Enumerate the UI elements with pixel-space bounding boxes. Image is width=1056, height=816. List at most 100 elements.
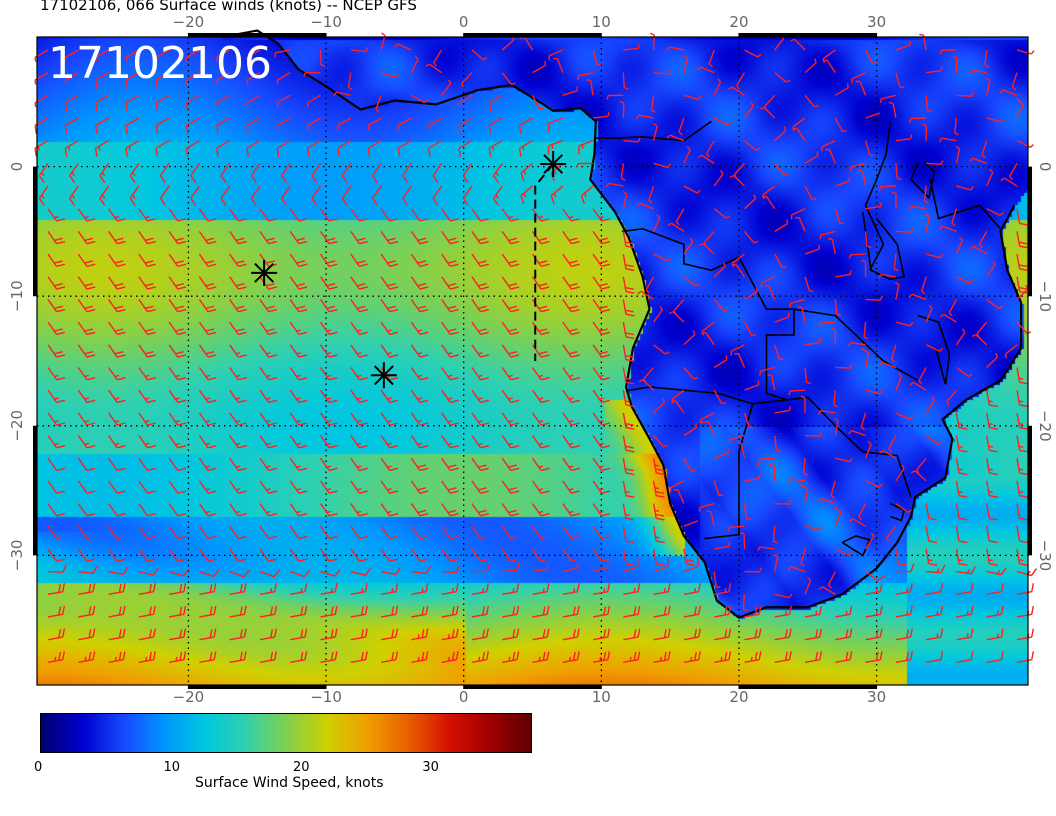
- wind-barb: [531, 389, 550, 404]
- wind-barb: [138, 344, 156, 358]
- lat-tick-label-left: 0: [8, 162, 26, 172]
- wind-barb: [865, 628, 883, 641]
- wind-barb: [895, 583, 913, 595]
- wind-barb: [350, 628, 368, 641]
- wind-barb: [986, 526, 998, 544]
- wind-barb: [199, 651, 217, 664]
- wind-barb: [592, 435, 611, 449]
- wind-barb: [259, 253, 278, 268]
- wind-barb: [586, 78, 594, 96]
- wind-barb: [1016, 503, 1029, 521]
- wind-barb: [986, 412, 998, 430]
- wind-barb: [47, 299, 66, 313]
- wind-barb: [246, 140, 261, 157]
- wind-barb: [198, 230, 217, 245]
- wind-speed-field: [37, 37, 1028, 685]
- wind-barb: [198, 548, 217, 562]
- wind-barb: [986, 628, 1004, 641]
- wind-barb: [229, 435, 247, 449]
- country-border: [864, 121, 892, 271]
- wind-barb: [410, 503, 429, 517]
- wind-barb: [986, 605, 1004, 618]
- wind-barb: [926, 605, 944, 618]
- wind-barb: [1016, 651, 1035, 664]
- wind-barb: [547, 117, 564, 132]
- wind-barb: [501, 321, 520, 336]
- wind-barb: [190, 162, 200, 184]
- wind-barb: [622, 231, 635, 249]
- wind-barb: [562, 651, 580, 664]
- wind-barb: [250, 185, 261, 206]
- wind-barb: [402, 162, 412, 184]
- wind-barb: [501, 435, 520, 449]
- wind-barb: [683, 548, 696, 566]
- wind-barb: [168, 389, 187, 404]
- wind-barb: [531, 503, 550, 517]
- wind-barb: [683, 185, 701, 194]
- wind-barb: [229, 344, 247, 358]
- lon-tick-label-bottom: −10: [310, 688, 342, 706]
- wind-barb: [622, 191, 628, 209]
- wind-barb: [865, 112, 880, 119]
- wind-barb: [895, 412, 913, 420]
- wind-barb: [107, 480, 126, 494]
- wind-barb: [744, 140, 761, 151]
- wind-barb: [289, 230, 308, 245]
- wind-barb: [955, 480, 968, 498]
- wind-barb: [652, 214, 661, 232]
- wind-barb: [410, 457, 429, 472]
- figure-title: 17102106, 066 Surface winds (knots) -- N…: [40, 0, 417, 14]
- wind-barb: [878, 273, 896, 279]
- wind-barb: [926, 583, 944, 595]
- wind-barb: [501, 503, 520, 517]
- wind-barb: [986, 651, 1004, 664]
- wind-barb: [828, 237, 836, 255]
- wind-barb: [78, 628, 96, 641]
- wind-barb: [69, 162, 79, 184]
- wind-barb: [502, 628, 520, 641]
- country-border: [890, 502, 906, 522]
- wind-barb: [637, 290, 654, 301]
- wind-barb: [64, 117, 79, 135]
- wind-barb: [895, 321, 914, 327]
- wind-barb: [138, 321, 156, 336]
- wind-barb: [531, 344, 550, 358]
- wind-barb: [350, 525, 368, 540]
- wind-barb: [955, 435, 968, 453]
- wind-barb: [289, 253, 308, 268]
- wind-barb: [714, 628, 732, 641]
- wind-barb: [562, 344, 580, 358]
- wind-barb: [259, 628, 278, 641]
- wind-barb: [107, 276, 126, 290]
- wind-barb: [986, 260, 996, 278]
- wind-barb: [47, 276, 66, 290]
- wind-barb: [47, 321, 66, 336]
- wind-barb: [380, 412, 399, 426]
- wind-barb: [77, 457, 96, 472]
- country-border: [917, 314, 951, 385]
- wind-barb: [562, 480, 580, 494]
- wind-barb: [276, 94, 291, 108]
- wind-barb: [790, 208, 806, 220]
- wind-barb: [471, 389, 489, 404]
- wind-barb: [281, 185, 291, 206]
- wind-barb: [744, 474, 761, 482]
- wind-barb: [562, 230, 580, 245]
- wind-barb: [592, 367, 611, 381]
- country-border: [841, 535, 871, 557]
- wind-barb: [259, 389, 278, 404]
- wind-barb: [375, 95, 382, 113]
- wind-barb: [168, 480, 187, 494]
- wind-barb: [744, 380, 760, 391]
- wind-barb: [804, 338, 822, 346]
- wind-barb: [107, 321, 126, 336]
- wind-barb: [531, 208, 550, 222]
- wind-barb: [77, 344, 96, 358]
- wind-barb: [220, 185, 231, 206]
- wind-barb: [319, 276, 338, 290]
- wind-barb: [622, 458, 635, 476]
- lat-tick-label-left: −20: [8, 410, 26, 442]
- wind-barb: [792, 127, 806, 142]
- wind-barb: [921, 276, 927, 295]
- wind-barb: [713, 355, 728, 369]
